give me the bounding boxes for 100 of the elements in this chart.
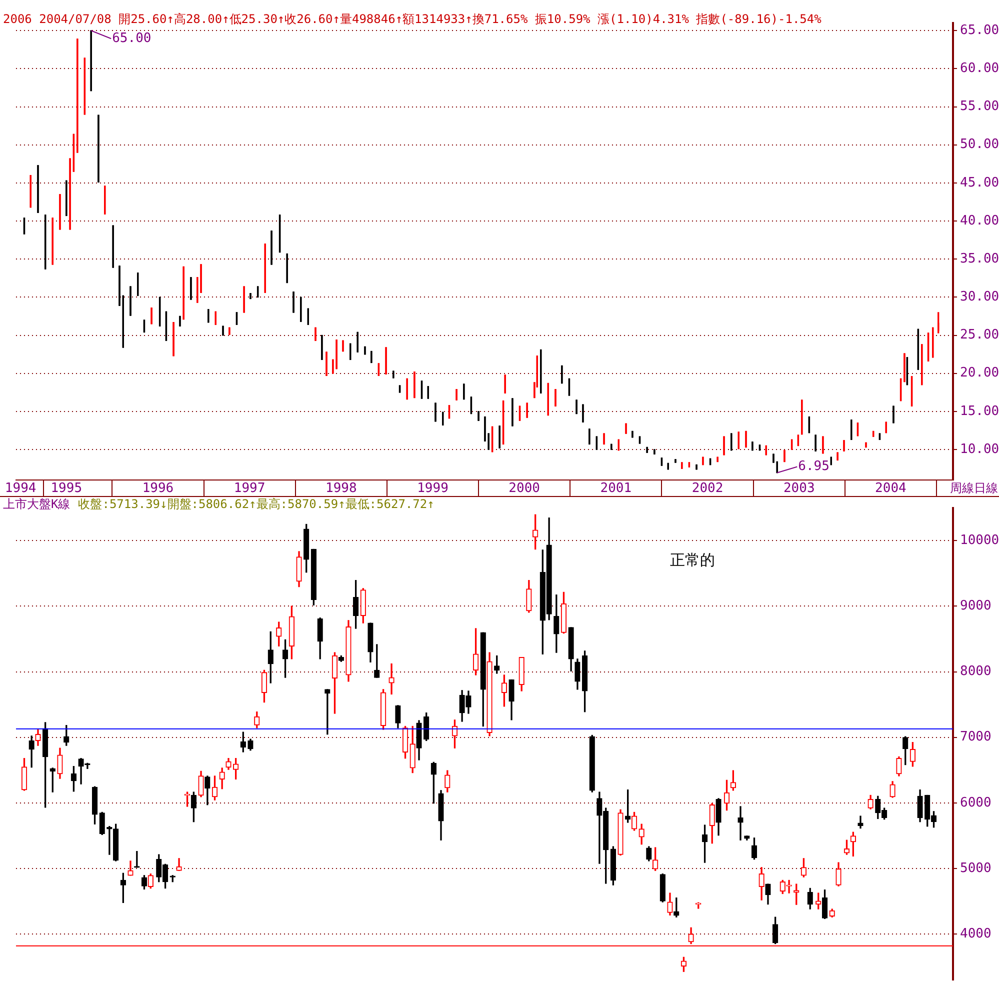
annotation: 正常的	[670, 551, 715, 569]
candlestick	[388, 663, 394, 695]
candlestick	[98, 114, 100, 183]
candlestick	[336, 340, 338, 370]
candlestick	[196, 277, 198, 303]
candlestick	[568, 378, 570, 396]
candlestick	[709, 458, 712, 466]
y-tick-label: 8000	[960, 664, 992, 680]
candlestick	[878, 433, 881, 440]
candlestick	[208, 309, 210, 323]
candlestick	[702, 456, 704, 466]
candlestick	[190, 277, 192, 300]
y-tick-label: 20.00	[960, 366, 999, 381]
candlestick	[378, 363, 380, 376]
candlestick	[872, 430, 874, 437]
candlestick	[830, 456, 832, 466]
y-tick-label: 40.00	[960, 213, 999, 228]
candlestick	[696, 464, 698, 470]
candlestick	[52, 218, 54, 265]
candlestick	[392, 370, 394, 378]
candlestick	[463, 384, 465, 400]
candlestick	[236, 312, 238, 325]
candlestick	[758, 444, 761, 451]
candlestick	[865, 442, 867, 448]
candlestick	[292, 292, 294, 313]
candlestick	[667, 462, 669, 470]
candlestick	[906, 357, 908, 386]
x-tick-label: 1999	[417, 481, 448, 496]
y-tick-label: 60.00	[960, 61, 999, 76]
y-tick-label: 10000	[960, 532, 999, 548]
candlestick	[112, 225, 114, 268]
candlestick	[588, 428, 590, 445]
x-tick-label: 2003	[783, 481, 815, 496]
candlestick	[256, 286, 259, 298]
x-tick-label: 1994	[4, 481, 36, 496]
candlestick	[356, 332, 358, 352]
candlestick	[910, 376, 913, 406]
candlestick	[904, 353, 906, 382]
candlestick	[927, 332, 930, 362]
candlestick	[716, 456, 718, 462]
candlestick	[143, 320, 146, 333]
candlestick	[856, 422, 859, 436]
candlestick	[158, 296, 161, 326]
candlestick	[892, 406, 894, 424]
candlestick	[660, 458, 663, 466]
text: 周線日線	[950, 481, 998, 496]
candlestick	[917, 328, 920, 370]
candlestick	[37, 165, 39, 213]
candlestick	[264, 244, 266, 293]
chart-title: 上市大盤K線	[3, 497, 70, 511]
candlestick	[370, 350, 372, 364]
candlestick	[364, 346, 366, 355]
candlestick	[765, 445, 767, 456]
y-tick-label: 5000	[960, 860, 992, 876]
candlestick	[179, 316, 181, 326]
y-tick-label: 50.00	[960, 137, 999, 152]
candlestick	[790, 439, 793, 450]
candlestick	[730, 433, 732, 451]
y-tick-label: 15.00	[960, 404, 999, 419]
y-tick-label: 9000	[960, 598, 992, 614]
candlestick	[554, 389, 556, 406]
candlestick	[300, 296, 302, 322]
candlestick	[576, 400, 578, 414]
y-tick-label: 55.00	[960, 99, 999, 114]
candlestick	[66, 180, 68, 216]
candlestick	[76, 38, 78, 153]
candlestick	[44, 214, 46, 270]
candlestick	[836, 452, 838, 461]
candlestick	[921, 344, 923, 386]
candlestick	[797, 434, 800, 446]
candlestick	[784, 450, 786, 462]
candlestick	[632, 430, 634, 438]
candlestick	[278, 214, 281, 253]
candlestick	[561, 365, 563, 384]
candlestick	[250, 293, 252, 300]
candlestick	[200, 264, 202, 293]
candlestick	[681, 462, 683, 469]
x-tick-label: 1998	[326, 481, 357, 496]
x-tick-label: 2001	[600, 481, 632, 496]
candlestick	[406, 378, 408, 400]
candlestick	[900, 378, 902, 402]
candlestick	[822, 436, 824, 454]
candlestick	[654, 449, 656, 454]
candlestick	[434, 402, 436, 422]
candlestick	[488, 433, 490, 450]
candlestick	[526, 402, 528, 418]
candlestick	[23, 218, 26, 234]
x-tick-label: 1997	[234, 481, 266, 496]
candlestick	[30, 175, 32, 208]
candlestick	[518, 406, 521, 421]
candlestick	[504, 374, 506, 394]
annotation: 65.00	[112, 30, 152, 46]
candlestick	[674, 459, 676, 463]
candlestick	[69, 158, 71, 230]
candlestick	[59, 194, 61, 230]
candlestick	[512, 398, 514, 426]
candlestick	[814, 434, 816, 452]
candlestick	[448, 405, 450, 419]
candlestick	[72, 134, 75, 172]
candlestick	[801, 400, 803, 435]
